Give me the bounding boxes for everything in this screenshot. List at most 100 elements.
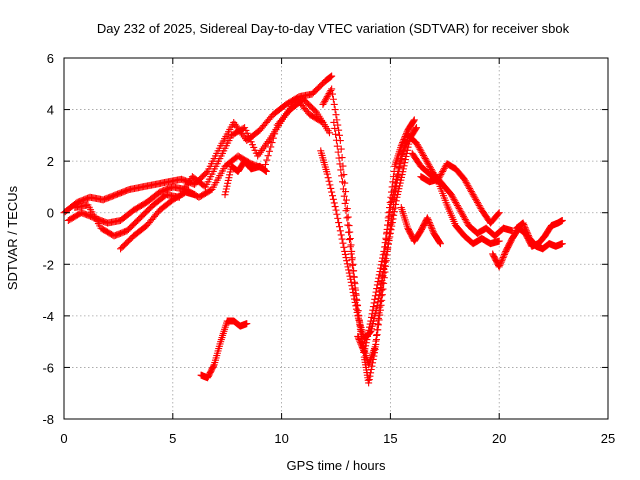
data-point-marker [377,264,385,272]
data-point-marker [392,179,400,187]
data-point-marker [522,227,530,235]
data-point-marker [370,352,378,360]
data-point-marker [369,355,377,363]
data-point-marker [209,362,217,370]
data-point-marker [339,239,347,247]
data-point-marker [424,215,432,223]
data-point-marker [413,139,421,147]
data-point-marker [391,182,399,190]
data-point-marker [337,231,345,239]
y-tick-label: -6 [42,360,54,375]
data-point-marker [362,339,370,347]
data-point-marker [521,224,529,232]
data-point-marker [382,234,390,242]
x-tick-label: 15 [383,431,397,446]
data-point-marker [520,222,528,230]
data-point-marker [426,220,434,228]
data-point-marker [427,223,435,231]
data-point-marker [328,72,336,80]
y-tick-label: -2 [42,257,54,272]
data-point-marker [347,250,355,258]
data-point-marker [405,140,413,148]
data-point-marker [425,219,433,227]
data-point-marker [354,332,362,340]
series-satellite-track-10 [354,147,407,356]
data-point-marker [500,252,508,260]
data-point-marker [462,217,470,225]
data-point-marker [322,94,330,102]
data-point-marker [335,154,343,162]
data-point-marker [463,219,471,227]
data-point-marker [344,263,352,271]
data-point-marker [439,166,447,174]
data-point-marker [345,236,353,244]
data-point-marker [349,288,357,296]
data-points [60,72,566,387]
data-point-marker [522,225,530,233]
data-point-marker [468,189,476,197]
data-point-marker [453,201,461,209]
data-point-marker [372,336,380,344]
data-point-marker [372,288,380,296]
series-satellite-track-5 [221,157,270,199]
data-point-marker [339,178,347,186]
data-point-marker [353,309,361,317]
data-point-marker [386,208,394,216]
data-point-marker [436,239,444,247]
data-point-marker [410,117,418,125]
data-point-marker [335,219,343,227]
data-point-marker [354,334,362,342]
data-point-marker [329,90,337,98]
data-point-marker [345,269,353,277]
data-point-marker [375,316,383,324]
data-point-marker [386,204,394,212]
data-point-marker [374,321,382,329]
data-point-marker [368,310,376,318]
data-point-marker [191,191,199,199]
data-point-marker [371,349,379,357]
data-point-marker [412,125,420,133]
data-point-marker [435,174,443,182]
data-point-marker [472,195,480,203]
data-point-marker [558,216,566,224]
data-point-marker [352,305,360,313]
data-point-marker [452,198,460,206]
data-point-marker [494,210,502,218]
data-point-marker [365,379,373,387]
data-point-marker [335,131,343,139]
axis-ticks: 0 5 10 15 20 25 -8 -6 -4 -2 0 2 4 6 [42,51,615,446]
data-point-marker [413,141,421,149]
data-point-marker [416,145,424,153]
data-point-marker [371,295,379,303]
data-point-marker [371,345,379,353]
data-point-marker [325,129,333,137]
data-point-marker [361,345,369,353]
data-point-marker [424,159,432,167]
data-point-marker [520,221,528,229]
data-point-marker [340,192,348,200]
data-point-marker [401,159,409,167]
series-satellite-track-9 [317,124,421,343]
data-point-marker [439,167,447,175]
series-satellite-track-3 [71,95,327,240]
data-point-marker [364,329,372,337]
series-satellite-track-12 [408,149,503,248]
data-point-marker [497,260,505,268]
data-point-marker [346,272,354,280]
data-point-marker [449,194,457,202]
data-point-marker [366,372,374,380]
data-point-marker [436,240,444,248]
data-point-marker [474,200,482,208]
data-point-marker [347,275,355,283]
data-point-marker [495,237,503,245]
data-point-marker [384,221,392,229]
data-point-marker [342,196,350,204]
data-point-marker [381,239,389,247]
data-point-marker [451,197,459,205]
data-point-marker [349,285,357,293]
data-point-marker [376,268,384,276]
data-point-marker [336,160,344,168]
data-point-marker [331,124,339,132]
data-point-marker [425,217,433,225]
